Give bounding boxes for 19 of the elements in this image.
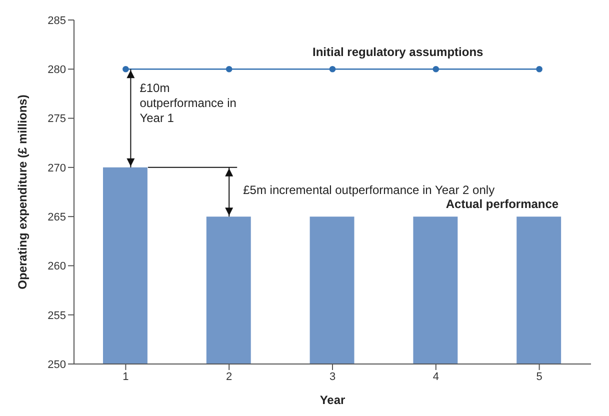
y-tick-label: 270 (48, 162, 66, 174)
y-tick-label: 265 (48, 211, 66, 224)
y-tick-label: 280 (48, 64, 66, 76)
x-tick-label: 1 (122, 370, 129, 383)
x-tick-label: 2 (226, 370, 232, 383)
x-tick-label: 5 (536, 370, 542, 383)
y-tick-label: 260 (48, 260, 66, 273)
y-axis-title: Operating expenditure (£ millions) (15, 94, 30, 290)
annotation: £10m outperformance in Year 1 (140, 81, 238, 126)
y-tick-label: 250 (48, 358, 66, 371)
x-tick-label: 4 (432, 370, 439, 383)
y-tick-label: 275 (48, 113, 66, 126)
annotation: £5m incremental outperformance in Year 2 only (243, 183, 495, 198)
x-tick-label: 3 (329, 370, 336, 383)
y-tick-label: 255 (48, 310, 66, 322)
series-label: Actual performance (446, 196, 559, 212)
y-tick-label: 285 (48, 14, 66, 27)
series-label: Initial regulatory assumptions (312, 45, 484, 60)
x-axis-title: Year (320, 393, 346, 407)
